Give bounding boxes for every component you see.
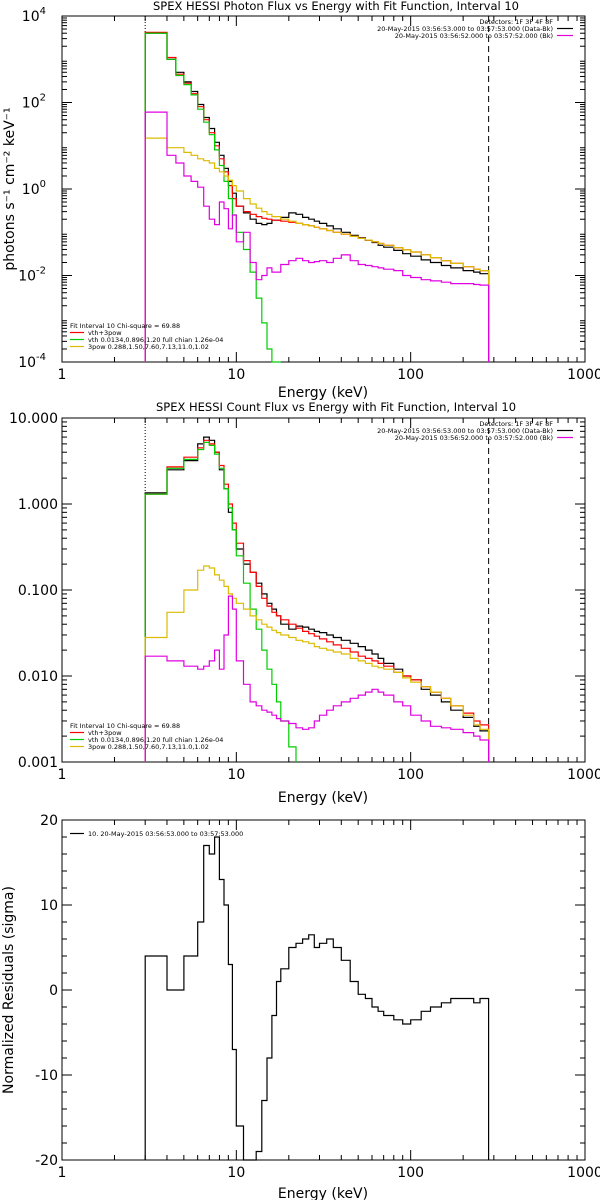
chart-title: SPEX HESSI Count Flux vs Energy with Fit… bbox=[156, 400, 516, 414]
series-line-2 bbox=[144, 441, 297, 762]
y-tick-label: 104 bbox=[22, 6, 46, 25]
residuals-panel: Energy (keV) Normalized Residuals (sigma… bbox=[1, 813, 600, 1200]
legend-text: 10. 20-May-2015 03:56:53.000 to 03:57:53… bbox=[88, 830, 243, 838]
y-tick-label: 10-2 bbox=[18, 266, 46, 285]
header-text: Detectors: 1F 3F 4F 8F bbox=[479, 420, 553, 428]
series-line-0 bbox=[144, 836, 490, 1161]
plot-frame bbox=[61, 15, 586, 363]
y-tick-label: 10 bbox=[40, 898, 58, 914]
y-tick-exponent: -4 bbox=[36, 352, 46, 363]
legend-text: vth+3pow bbox=[88, 729, 122, 737]
legend-text: Fit Interval 10 Chi-square = 69.88 bbox=[70, 322, 180, 330]
header-text: 20-May-2015 03:56:53.000 to 03:57:53.000… bbox=[377, 427, 553, 435]
x-tick-label: 10 bbox=[227, 367, 245, 383]
x-tick-label: 1000 bbox=[567, 367, 600, 383]
y-tick-label: 0.001 bbox=[18, 755, 58, 771]
header-text: 20-May-2015 03:56:52.000 to 03:57:52.000… bbox=[395, 434, 553, 442]
x-tick-label: 1 bbox=[58, 1165, 67, 1181]
x-axis-label: Energy (keV) bbox=[278, 790, 368, 806]
legend-text: vth 0.0134,0.896,1.20 full chian 1.26e-0… bbox=[88, 336, 223, 344]
series-line-3 bbox=[144, 565, 490, 762]
y-tick-exponent: 4 bbox=[40, 6, 46, 17]
series-line-1 bbox=[144, 31, 490, 362]
x-tick-label: 1000 bbox=[567, 767, 600, 783]
x-tick-label: 10 bbox=[227, 767, 245, 783]
legend-text: vth 0.0134,0.896,1.20 full chian 1.26e-0… bbox=[88, 736, 223, 744]
header-text: Detectors: 1F 3F 4F 8F bbox=[479, 18, 553, 26]
x-tick-label: 100 bbox=[397, 367, 424, 383]
x-tick-label: 100 bbox=[397, 767, 424, 783]
chart-title: SPEX HESSI Photon Flux vs Energy with Fi… bbox=[153, 0, 519, 13]
y-tick-label: 10-4 bbox=[18, 352, 46, 371]
y-tick-label: 100 bbox=[22, 179, 46, 198]
x-axis-label: Energy (keV) bbox=[278, 385, 368, 401]
y-tick-label: 10.000 bbox=[9, 411, 58, 427]
y-tick-label: 0.100 bbox=[18, 583, 58, 599]
y-tick-label: 0.010 bbox=[18, 669, 58, 685]
series-line-0 bbox=[144, 32, 490, 362]
x-tick-label: 1 bbox=[58, 767, 67, 783]
series-line-2 bbox=[144, 32, 281, 363]
y-tick-label: 20 bbox=[40, 813, 58, 829]
x-axis-label: Energy (keV) bbox=[278, 1186, 368, 1200]
y-tick-label: 1.000 bbox=[18, 497, 58, 513]
y-tick-exponent: 2 bbox=[40, 93, 46, 104]
series-line-1 bbox=[144, 439, 490, 762]
x-tick-label: 100 bbox=[397, 1165, 424, 1181]
y-axis-label: photons s⁻¹ cm⁻² keV⁻¹ bbox=[2, 107, 18, 270]
header-text: 20-May-2015 03:56:52.000 to 03:57:52.000… bbox=[395, 32, 553, 40]
series-line-4 bbox=[144, 595, 490, 762]
photon-flux-panel: SPEX HESSI Photon Flux vs Energy with Fi… bbox=[2, 0, 600, 401]
plot-frame bbox=[61, 819, 586, 1161]
series-line-0 bbox=[144, 436, 490, 762]
y-tick-label: 0 bbox=[49, 983, 58, 999]
y-tick-label: -10 bbox=[35, 1068, 58, 1084]
y-tick-exponent: 0 bbox=[40, 179, 46, 190]
x-tick-label: 1 bbox=[58, 367, 67, 383]
y-tick-label: -20 bbox=[35, 1153, 58, 1169]
series-line-4 bbox=[144, 111, 490, 362]
legend-text: Fit Interval 10 Chi-square = 69.88 bbox=[70, 722, 180, 730]
count-flux-panel: SPEX HESSI Count Flux vs Energy with Fit… bbox=[9, 400, 600, 806]
y-tick-exponent: -2 bbox=[36, 266, 46, 277]
series-line-3 bbox=[144, 137, 490, 362]
plot-frame bbox=[61, 417, 586, 763]
x-tick-label: 10 bbox=[227, 1165, 245, 1181]
header-text: 20-May-2015 03:56:53.000 to 03:57:53.000… bbox=[377, 25, 553, 33]
y-axis-label: Normalized Residuals (sigma) bbox=[1, 886, 17, 1094]
legend-text: vth+3pow bbox=[88, 329, 122, 337]
y-tick-label: 102 bbox=[22, 93, 46, 112]
legend-text: 3pow 0.288,1.50,7.60,7.13,11.0,1.02 bbox=[88, 743, 209, 751]
x-tick-label: 1000 bbox=[567, 1165, 600, 1181]
legend-text: 3pow 0.288,1.50,7.60,7.13,11.0,1.02 bbox=[88, 343, 209, 351]
